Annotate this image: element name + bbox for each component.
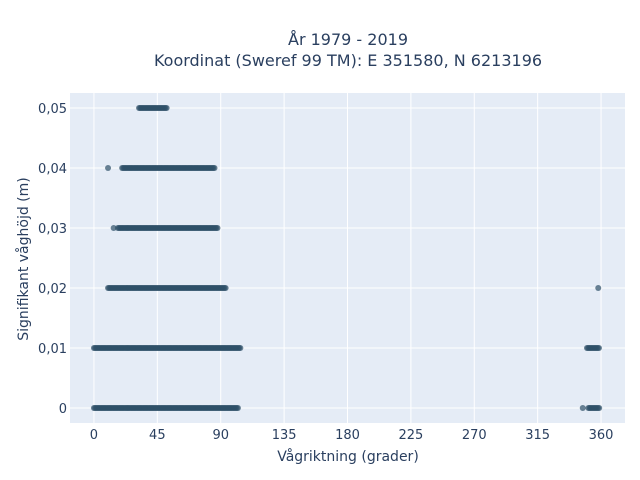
x-axis-ticks: 0 45 90 135 180 225 270 315 360 <box>90 428 614 443</box>
x-tick-label: 0 <box>90 428 98 443</box>
x-tick-label: 90 <box>212 428 229 443</box>
data-point <box>105 165 112 171</box>
data-point <box>234 405 241 411</box>
y-tick-label: 0 <box>59 402 67 417</box>
data-point <box>163 105 170 111</box>
data-point <box>237 345 244 351</box>
data-point <box>595 345 602 351</box>
data-point <box>579 405 586 411</box>
data-point <box>214 225 221 231</box>
data-point <box>110 225 117 231</box>
chart-title-line1: År 1979 - 2019 <box>288 30 408 49</box>
y-tick-label: 0,03 <box>38 222 67 237</box>
data-points <box>90 105 603 411</box>
x-tick-label: 135 <box>272 428 297 443</box>
y-tick-label: 0,01 <box>38 342 67 357</box>
chart-title-line2: Koordinat (Sweref 99 TM): E 351580, N 62… <box>154 51 542 70</box>
y-tick-label: 0,02 <box>38 282 67 297</box>
y-axis-title: Signifikant våghöjd (m) <box>15 177 32 340</box>
y-tick-label: 0,04 <box>38 162 67 177</box>
data-point <box>211 165 218 171</box>
y-tick-label: 0,05 <box>38 102 67 117</box>
x-axis-title: Vågriktning (grader) <box>277 448 419 465</box>
x-tick-label: 360 <box>589 428 614 443</box>
x-tick-label: 270 <box>462 428 487 443</box>
x-tick-label: 45 <box>149 428 166 443</box>
data-point <box>595 285 602 291</box>
x-tick-label: 180 <box>335 428 360 443</box>
data-point <box>596 405 603 411</box>
grid-lines <box>70 93 625 423</box>
y-axis-ticks: 0 0,01 0,02 0,03 0,04 0,05 <box>38 102 67 417</box>
data-point <box>222 285 229 291</box>
x-tick-label: 225 <box>398 428 423 443</box>
x-tick-label: 315 <box>525 428 550 443</box>
